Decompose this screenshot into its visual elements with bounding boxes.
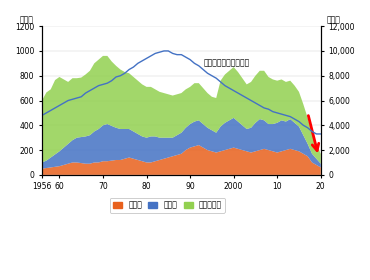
Text: 全漁獲量（右目盛り）: 全漁獲量（右目盛り） [203,59,249,68]
Legend: さけ類, さんま, するめいか: さけ類, さんま, するめいか [110,198,225,213]
Text: 千トン: 千トン [20,16,34,25]
Text: 千トン: 千トン [326,16,340,25]
